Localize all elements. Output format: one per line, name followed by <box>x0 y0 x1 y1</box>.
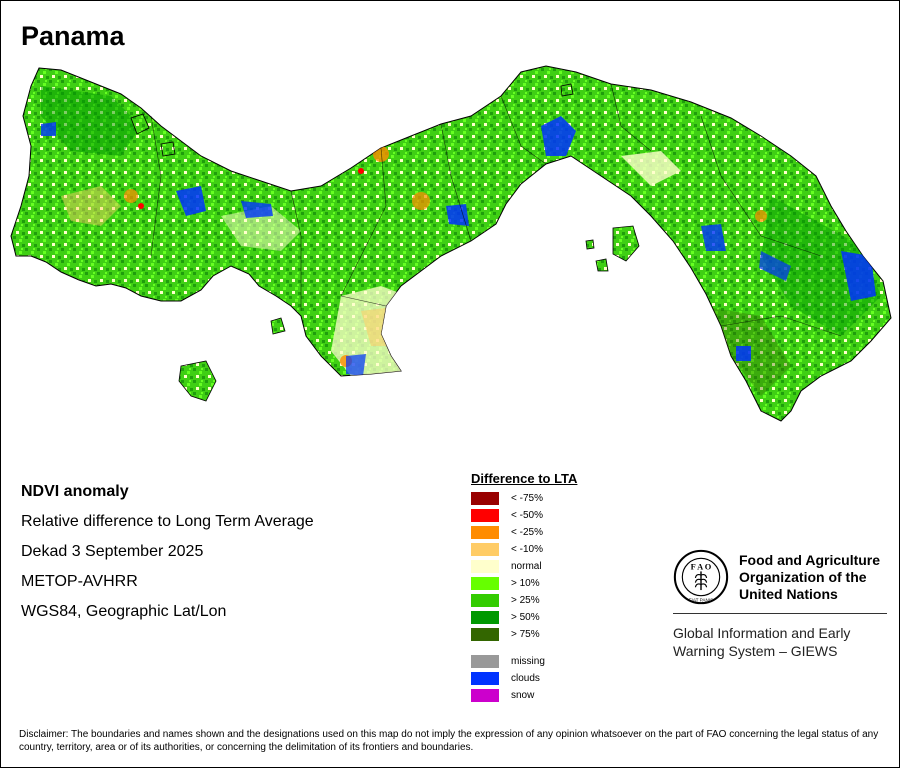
legend-item: snow <box>471 687 631 704</box>
legend-item: > 50% <box>471 609 631 626</box>
organization-name: Food and Agriculture Organization of the… <box>739 552 880 603</box>
organization-name-line: Food and Agriculture <box>739 551 881 568</box>
map-info: NDVI anomaly Relative difference to Long… <box>21 477 314 627</box>
system-name-line: Warning System – GIEWS <box>673 643 838 659</box>
organization-name-line: Organization of the <box>739 568 867 585</box>
anomaly-patches <box>41 86 881 418</box>
map-legend: Difference to LTA < -75% < -50% < -25% < -1… <box>471 471 631 704</box>
legend-swatch <box>471 543 499 556</box>
system-name: Global Information and Early Warning Sys… <box>673 624 893 660</box>
province-boundaries <box>150 83 842 337</box>
legend-item: < -50% <box>471 507 631 524</box>
legend-item: > 10% <box>471 575 631 592</box>
islands <box>130 83 640 402</box>
legend-swatch <box>471 672 499 685</box>
legend-item: normal <box>471 558 631 575</box>
country-title: Panama <box>21 21 125 51</box>
legend-swatch <box>471 526 499 539</box>
fao-logo-icon: F A O FIAT PANIS <box>673 549 729 605</box>
legend-item: missing <box>471 653 631 670</box>
legend-label: < -10% <box>511 544 543 555</box>
legend-item: > 75% <box>471 626 631 643</box>
legend-label: normal <box>511 561 542 572</box>
legend-swatch <box>471 509 499 522</box>
legend-item: < -25% <box>471 524 631 541</box>
legend-other-classes: missing clouds snow <box>471 653 631 704</box>
divider <box>673 613 887 614</box>
panama-mainland <box>10 65 892 422</box>
legend-swatch <box>471 611 499 624</box>
legend-swatch <box>471 560 499 573</box>
svg-text:FIAT PANIS: FIAT PANIS <box>689 597 714 602</box>
legend-label: > 10% <box>511 578 540 589</box>
legend-swatch <box>471 628 499 641</box>
product-name: NDVI anomaly <box>21 483 129 500</box>
legend-label: > 75% <box>511 629 540 640</box>
legend-label: < -50% <box>511 510 543 521</box>
svg-text:F A O: F A O <box>691 563 712 572</box>
disclaimer: Disclaimer: The boundaries and names sho… <box>19 729 879 753</box>
legend-label: > 25% <box>511 595 540 606</box>
legend-swatch <box>471 577 499 590</box>
legend-label: missing <box>511 656 545 667</box>
legend-label: > 50% <box>511 612 540 623</box>
organization-name-line: United Nations <box>739 585 838 602</box>
legend-label: < -25% <box>511 527 543 538</box>
product-description: Relative difference to Long Term Average <box>21 513 314 530</box>
legend-item: clouds <box>471 670 631 687</box>
system-name-line: Global Information and Early <box>673 625 851 641</box>
legend-item: < -10% <box>471 541 631 558</box>
ndvi-anomaly-map <box>10 65 892 422</box>
legend-label: < -75% <box>511 493 543 504</box>
legend-swatch <box>471 492 499 505</box>
legend-title: Difference to LTA <box>471 471 578 486</box>
legend-label: clouds <box>511 673 540 684</box>
sensor: METOP-AVHRR <box>21 573 138 590</box>
legend-swatch <box>471 594 499 607</box>
legend-item: < -75% <box>471 490 631 507</box>
legend-swatch <box>471 689 499 702</box>
time-period: Dekad 3 September 2025 <box>21 543 204 560</box>
legend-classes: < -75% < -50% < -25% < -10% normal > 10% > 25%… <box>471 490 631 643</box>
legend-swatch <box>471 655 499 668</box>
organization-block: F A O FIAT PANIS Food and Agriculture Or… <box>673 549 893 660</box>
projection: WGS84, Geographic Lat/Lon <box>21 603 227 620</box>
legend-label: snow <box>511 690 535 701</box>
legend-item: > 25% <box>471 592 631 609</box>
